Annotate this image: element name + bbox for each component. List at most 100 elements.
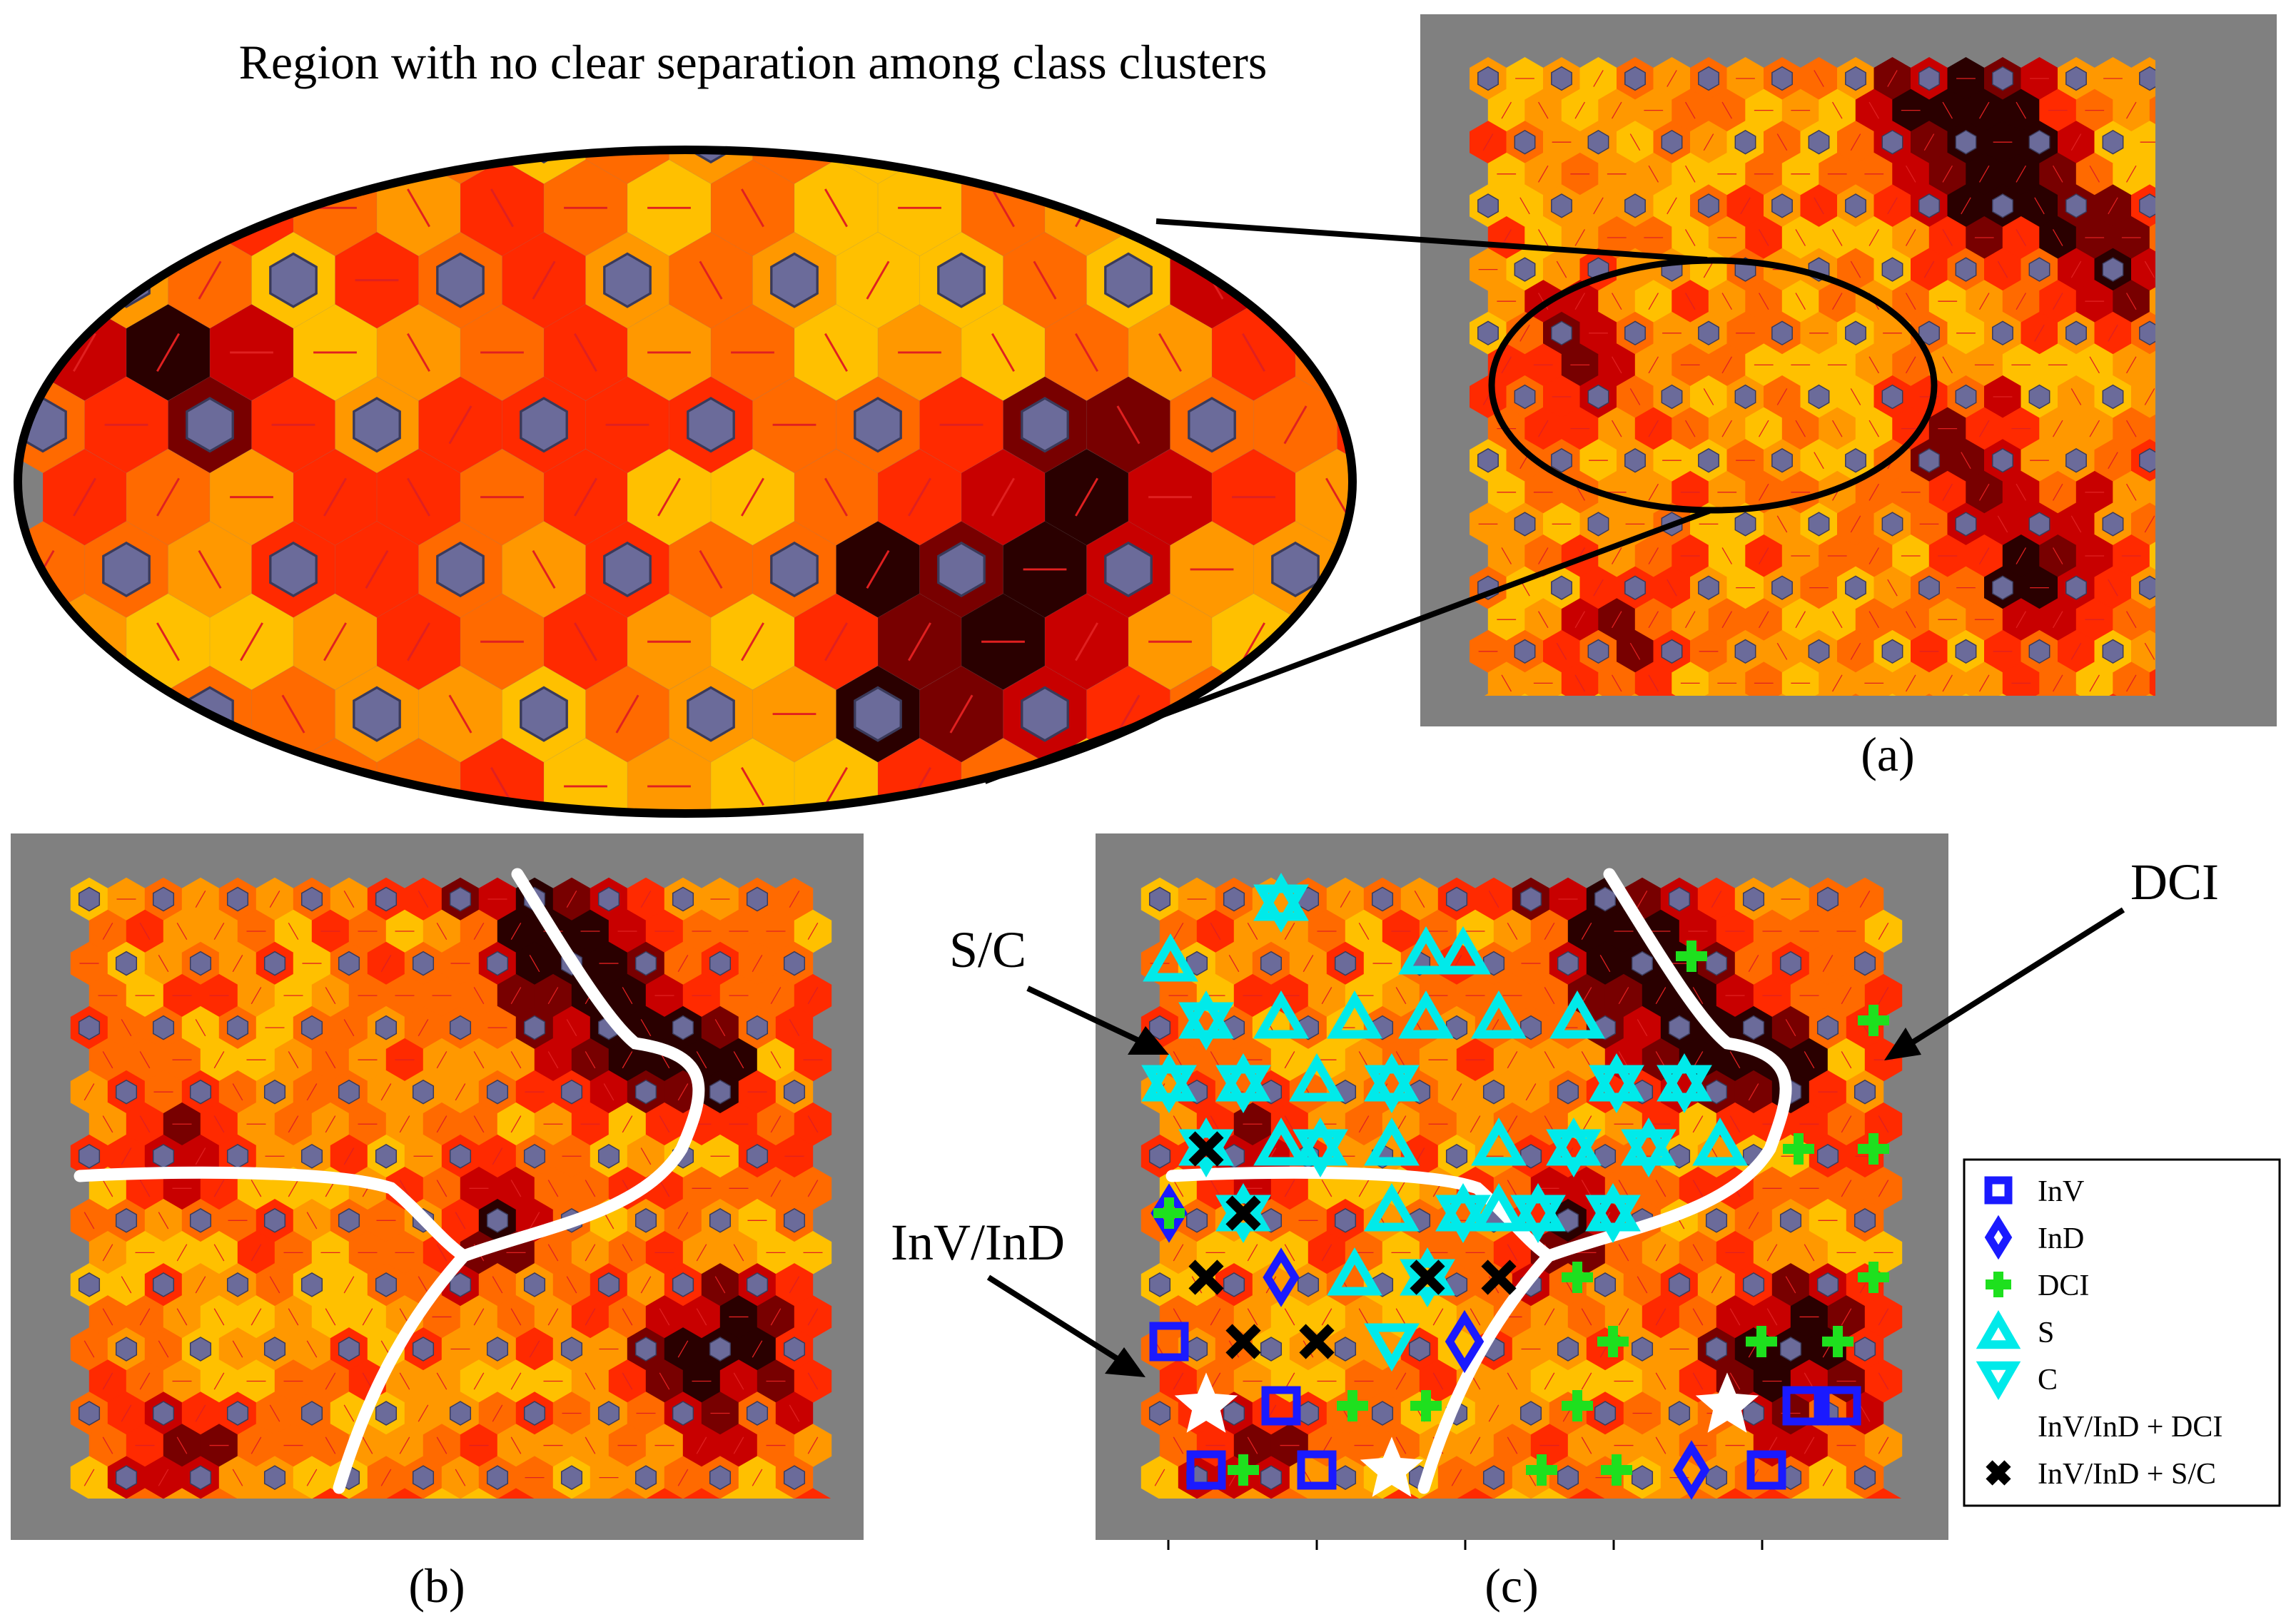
som-cell: [585, 150, 669, 184]
som-node: [1594, 1401, 1617, 1426]
som-node: [1514, 639, 1536, 664]
som-cell-line: [789, 890, 800, 908]
som-cell-line: [991, 477, 1015, 517]
som-cell-line: [213, 923, 225, 941]
som-cell: [1003, 810, 1087, 813]
marker-ind: [1150, 1183, 1188, 1243]
som-cell-line: [1470, 1308, 1481, 1326]
som-cell-line: [770, 1115, 782, 1133]
som-cell: [1003, 150, 1087, 184]
som-cell-line: [288, 1051, 299, 1069]
marker-c: [1293, 1129, 1348, 1178]
som-cell-line: [195, 1147, 206, 1165]
som-node: [1779, 1207, 1802, 1233]
som-cell-line: [1804, 1051, 1815, 1069]
som-cell-line: [677, 955, 689, 973]
som-node: [1992, 448, 2013, 473]
som-cell: [210, 738, 293, 813]
som-cell-line: [102, 1115, 113, 1133]
som-cell: [2131, 375, 2155, 418]
som-cell-line: [399, 1180, 410, 1197]
som-cell-line: [547, 1308, 559, 1326]
som-cell-line: [1795, 611, 1806, 629]
som-cell-line: [1906, 674, 1916, 692]
som-cell-line: [1685, 101, 1696, 119]
som-cell-line: [2126, 101, 2137, 119]
som-cell-line: [2089, 674, 2100, 692]
som-cell: [2150, 726, 2186, 768]
som-cell-line: [1242, 188, 1265, 228]
som-node: [523, 1143, 546, 1169]
som-cell-line: [213, 1180, 225, 1197]
som-node: [1148, 1143, 1171, 1169]
som-cell-line: [1538, 547, 1549, 564]
som-node: [560, 1465, 583, 1490]
som-cell-line: [1868, 547, 1879, 564]
som-cell-line: [176, 1308, 188, 1326]
som-cell-line: [407, 477, 430, 517]
som-node: [1668, 1272, 1691, 1297]
som-cell-line: [733, 1244, 744, 1262]
som-cell-line: [1470, 1115, 1481, 1133]
som-node: [1148, 1272, 1171, 1297]
marker-ind: [1263, 1247, 1300, 1307]
som-node: [2139, 320, 2155, 346]
som-cell: [349, 1553, 385, 1595]
som-cell-line: [991, 333, 1015, 372]
som-cell-line: [1649, 739, 1658, 755]
som-cell-line: [2053, 739, 2063, 755]
som-node: [19, 686, 67, 742]
som-cell-line: [1321, 1244, 1332, 1262]
som-cell: [2149, 350, 2155, 380]
som-node: [1881, 384, 1903, 410]
som-cell-line: [1776, 642, 1788, 660]
som-node: [486, 1337, 509, 1362]
som-cell-line: [510, 1372, 522, 1390]
som-cell-line: [436, 1244, 447, 1262]
som-cell-line: [1878, 1180, 1889, 1197]
som-cell-line: [1814, 197, 1824, 215]
som-cell-line: [1878, 1436, 1889, 1454]
som-cell-line: [510, 987, 522, 1005]
som-node: [746, 1401, 769, 1426]
som-cell-line: [418, 1276, 429, 1294]
som-cell: [1865, 1553, 1901, 1595]
som-cell-line: [949, 694, 973, 734]
som-cell-line: [1581, 1308, 1592, 1326]
som-cell-line: [696, 1308, 707, 1326]
som-cell-line: [532, 549, 556, 589]
som-cell-line: [1368, 117, 1390, 155]
som-cell: [386, 1488, 423, 1499]
som-node: [597, 1272, 620, 1297]
som-cell-line: [1358, 1180, 1370, 1197]
som-cell-line: [1507, 1244, 1518, 1262]
som-cell-line: [1451, 1083, 1462, 1101]
som-cell: [1337, 376, 1352, 473]
som-node: [1845, 66, 1866, 91]
som-cell-line: [1501, 547, 1512, 564]
marker-invind-dci: [1174, 1372, 1238, 1433]
som-cell-line: [510, 923, 522, 941]
som-cell-line: [1599, 955, 1611, 973]
som-cell-line: [1321, 987, 1332, 1005]
marker-dci: [1562, 1390, 1593, 1421]
som-cell-line: [547, 1244, 559, 1262]
som-node: [1021, 150, 1069, 164]
som-node: [1334, 1337, 1357, 1362]
som-cell-line: [1501, 674, 1512, 692]
som-cell-line: [455, 1469, 466, 1486]
som-cell-line: [1637, 1019, 1648, 1037]
som-node: [1514, 129, 1536, 155]
som-cell-line: [1767, 1566, 1777, 1582]
som-cell: [1634, 662, 1672, 696]
som-cell-line: [473, 1115, 485, 1133]
som-node: [1734, 512, 1756, 537]
som-cell-line: [547, 987, 559, 1005]
som-node: [634, 1465, 657, 1490]
som-cell: [609, 1488, 646, 1499]
som-cell-line: [139, 1180, 151, 1197]
som-cell-line: [741, 477, 764, 517]
som-node: [1698, 66, 1719, 91]
som-node: [1816, 886, 1839, 912]
som-node: [2065, 575, 2087, 600]
